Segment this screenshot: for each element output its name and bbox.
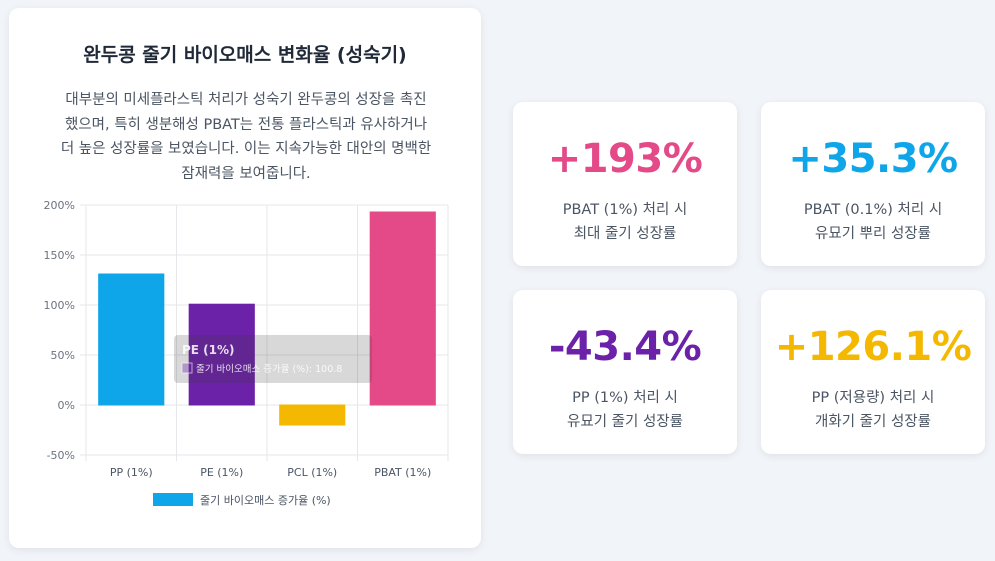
description-line: 대부분의 미세플라스틱 처리가 성숙기 완두콩의 성장을 촉진 — [65, 92, 427, 108]
stat-label-line: 유묘기 줄기 성장률 — [567, 414, 683, 430]
stat-card-max-stem-growth: +193% PBAT (1%) 처리 시 최대 줄기 성장률 — [513, 102, 737, 266]
x-tick-label: PP (1%) — [110, 466, 153, 479]
chart-title: 완두콩 줄기 바이오매스 변화율 (성숙기) — [83, 44, 407, 66]
bar-chart: -50% 0% 50% 100% 150% 200% PP (1%) PE (1%) PCL (… — [44, 199, 449, 507]
bar — [279, 404, 346, 426]
x-tick-label: PE (1%) — [200, 466, 243, 479]
stat-value: +126.1% — [774, 324, 972, 370]
legend-label: 줄기 바이오매스 증가율 (%) — [200, 494, 331, 507]
tooltip-box — [174, 335, 372, 383]
description-line: 잠재력을 보여줍니다. — [181, 165, 311, 182]
stat-value: -43.4% — [548, 324, 702, 370]
stat-label-line: 유묘기 뿌리 성장률 — [815, 226, 931, 242]
y-tick-label: 100% — [44, 299, 75, 312]
y-tick-label: 0% — [58, 399, 75, 412]
stat-label: PP (저용량) 처리 시 개화기 줄기 성장률 — [761, 386, 985, 434]
tooltip-title: PE (1%) — [182, 343, 235, 357]
description-line: 했으며, 특히 생분해성 PBAT는 전통 플라스틱과 유사하거나 — [64, 116, 428, 133]
stat-label-line: PBAT (0.1%) 처리 시 — [803, 202, 943, 218]
stat-label-line: PP (저용량) 처리 시 — [811, 390, 935, 406]
stat-label-line: 개화기 줄기 성장률 — [815, 414, 931, 430]
y-tick-label: -50% — [47, 449, 75, 462]
y-tick-label: 200% — [44, 199, 75, 212]
legend-swatch — [153, 493, 193, 506]
stat-card-root-growth: +35.3% PBAT (0.1%) 처리 시 유묘기 뿌리 성장률 — [761, 102, 985, 266]
stat-label: PBAT (0.1%) 처리 시 유묘기 뿌리 성장률 — [761, 198, 985, 246]
bar — [188, 303, 255, 406]
chart-card: 완두콩 줄기 바이오매스 변화율 (성숙기) 대부분의 미세플라스틱 처리가 성… — [9, 8, 481, 548]
stat-label-line: PP (1%) 처리 시 — [572, 390, 678, 406]
bar — [369, 211, 436, 406]
stat-label: PBAT (1%) 처리 시 최대 줄기 성장률 — [513, 198, 737, 246]
tooltip-body: 줄기 바이오매스 증가율 (%): 100.8 — [196, 364, 342, 375]
description-line: 더 높은 성장률을 보였습니다. 이는 지속가능한 대안의 명백한 — [60, 141, 432, 157]
x-tick-label: PBAT (1%) — [374, 466, 431, 479]
stat-label: PP (1%) 처리 시 유묘기 줄기 성장률 — [513, 386, 737, 434]
stat-label-line: 최대 줄기 성장률 — [573, 226, 677, 242]
y-tick-label: 50% — [51, 349, 75, 362]
stat-card-flowering-stem-growth: +126.1% PP (저용량) 처리 시 개화기 줄기 성장률 — [761, 290, 985, 454]
stat-value: +35.3% — [788, 136, 958, 182]
chart-description: 대부분의 미세플라스틱 처리가 성숙기 완두콩의 성장을 촉진 했으며, 특히 … — [43, 88, 449, 186]
tooltip-swatch — [181, 362, 193, 374]
stat-value: +193% — [547, 136, 703, 182]
stat-label-line: PBAT (1%) 처리 시 — [562, 202, 688, 218]
stat-card-seedling-stem-growth: -43.4% PP (1%) 처리 시 유묘기 줄기 성장률 — [513, 290, 737, 454]
y-tick-label: 150% — [44, 249, 75, 262]
x-tick-label: PCL (1%) — [287, 466, 337, 479]
bar — [98, 273, 165, 406]
